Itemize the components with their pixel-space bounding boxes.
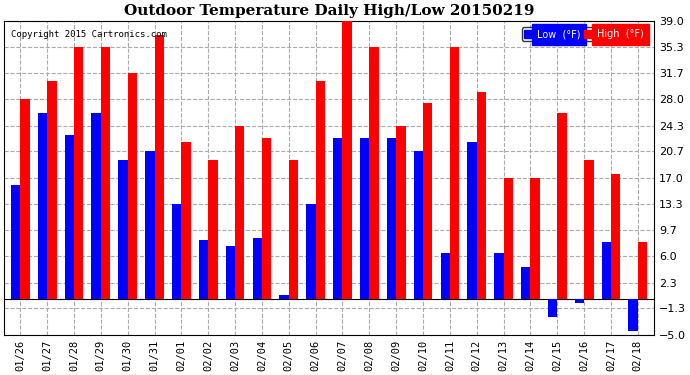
Bar [477,92,486,299]
Bar [369,47,379,299]
Bar [584,160,593,299]
Bar [360,138,369,299]
Bar [494,253,504,299]
Text: Copyright 2015 Cartronics.com: Copyright 2015 Cartronics.com [10,30,166,39]
Bar [558,114,566,299]
Bar [208,160,217,299]
Bar [253,238,262,299]
Bar [101,47,110,299]
Bar [172,204,181,299]
Bar [92,114,101,299]
Bar [521,267,531,299]
Bar [413,152,423,299]
Bar [20,99,30,299]
Bar [289,160,298,299]
Bar [118,160,128,299]
Bar [262,138,271,299]
Bar [226,246,235,299]
Bar [279,296,289,299]
Bar [155,35,164,299]
Bar [306,204,315,299]
Bar [47,81,57,299]
Bar [467,142,477,299]
Bar [602,242,611,299]
Bar [333,138,342,299]
Bar [65,135,74,299]
Bar [638,242,647,299]
Bar [145,152,155,299]
Bar [450,47,460,299]
Bar [181,142,190,299]
Bar [575,299,584,303]
Bar [611,174,620,299]
Bar [423,103,433,299]
Bar [548,299,558,317]
Legend: Low  (°F), High  (°F): Low (°F), High (°F) [522,27,646,41]
Bar [38,114,47,299]
Bar [11,185,20,299]
Bar [440,253,450,299]
Bar [199,240,208,299]
Bar [342,21,352,299]
Bar [315,81,325,299]
Bar [387,138,396,299]
Bar [504,178,513,299]
Bar [531,178,540,299]
Bar [128,73,137,299]
Bar [74,47,83,299]
Title: Outdoor Temperature Daily High/Low 20150219: Outdoor Temperature Daily High/Low 20150… [124,4,534,18]
Bar [235,126,244,299]
Bar [396,126,406,299]
Bar [629,299,638,331]
